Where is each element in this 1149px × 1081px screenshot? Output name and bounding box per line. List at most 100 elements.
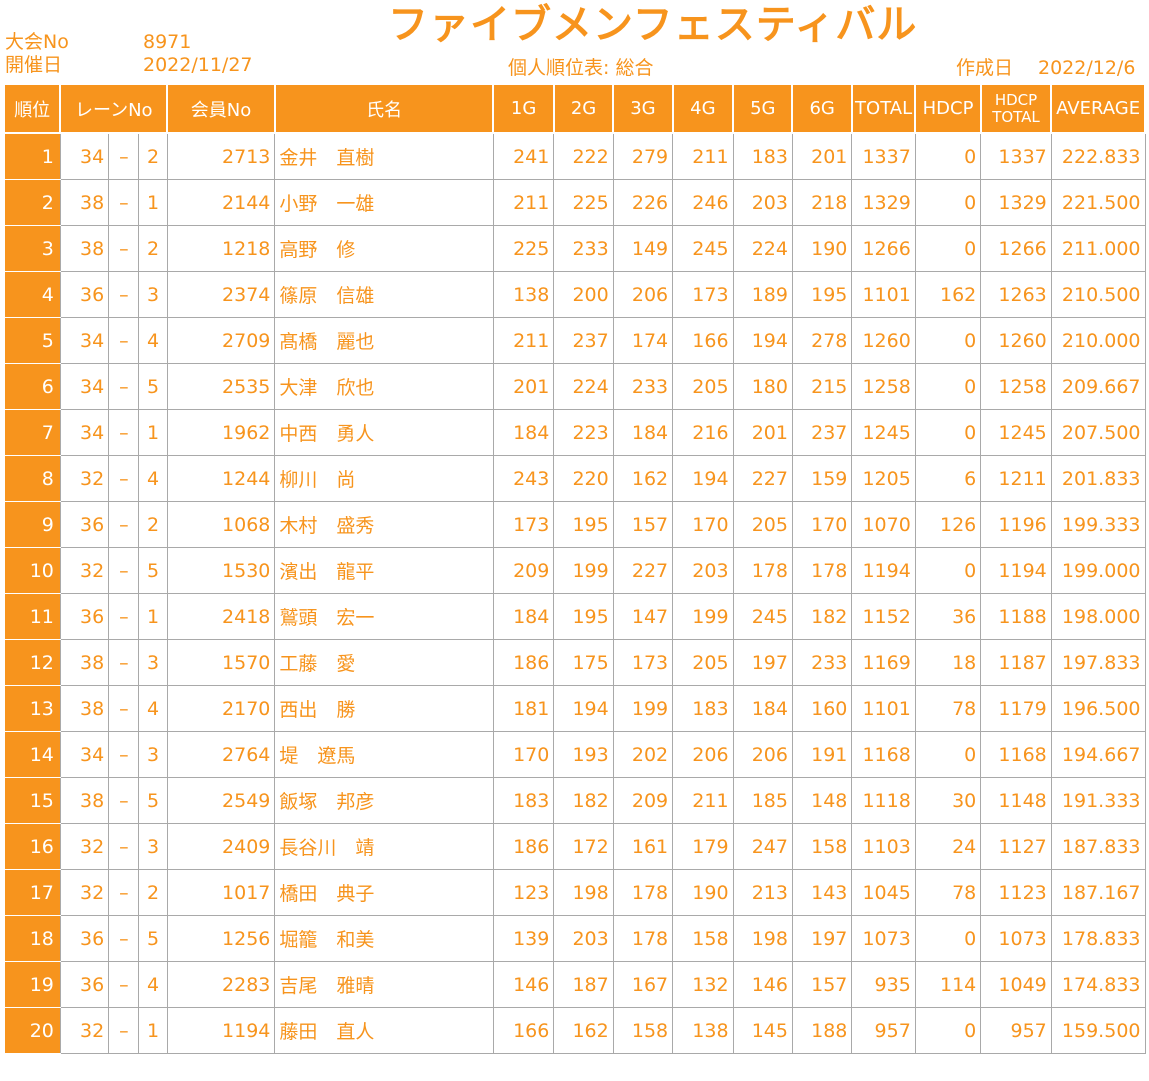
game5-cell: 213 (732, 869, 793, 916)
col-g4: 4G (671, 83, 735, 134)
name-cell: 髙橋 麗也 (274, 317, 494, 364)
game6-cell: 178 (791, 547, 853, 594)
lane-cell: 36 (59, 501, 110, 548)
game5-cell: 201 (732, 409, 793, 456)
report-subtitle: 個人順位表: 総合 (508, 57, 654, 79)
game4-cell: 216 (672, 409, 734, 456)
game2-cell: 175 (553, 639, 614, 686)
table-row: 4 36–3 2374 篠原 信雄 138 200 206 173 189 195 1101 162 1… (3, 271, 1146, 318)
table-row: 2 38–1 2144 小野 一雄 211 225 226 246 203 218 1329 0 132… (3, 179, 1146, 226)
table-row: 7 34–1 1962 中西 勇人 184 223 184 216 201 237 1245 0 124… (3, 409, 1146, 456)
rank-cell: 11 (3, 593, 61, 640)
total-cell: 935 (851, 961, 916, 1008)
average-cell: 159.500 (1050, 1007, 1146, 1054)
hdcp-total-cell: 1258 (980, 363, 1052, 410)
game1-cell: 186 (492, 823, 555, 870)
hdcp-total-cell: 1127 (980, 823, 1052, 870)
game1-cell: 173 (492, 501, 555, 548)
name-cell: 橋田 典子 (274, 869, 494, 916)
table-row: 20 32–1 1194 藤田 直人 166 162 158 138 145 188 957 0 957… (3, 1007, 1146, 1054)
game6-cell: 218 (791, 179, 853, 226)
total-cell: 1337 (851, 132, 916, 180)
total-cell: 1194 (851, 547, 916, 594)
game5-cell: 180 (732, 363, 793, 410)
game3-cell: 157 (612, 501, 674, 548)
game1-cell: 186 (492, 639, 555, 686)
average-cell: 187.167 (1050, 869, 1146, 916)
dash-cell: – (108, 409, 140, 456)
lane-cell: 36 (59, 593, 110, 640)
hdcp-cell: 18 (914, 639, 982, 686)
game1-cell: 166 (492, 1007, 555, 1054)
name-cell: 高野 修 (274, 225, 494, 272)
name-cell: 西出 勝 (274, 685, 494, 732)
rank-cell: 5 (3, 317, 61, 364)
game3-cell: 202 (612, 731, 674, 778)
game5-cell: 183 (732, 132, 793, 180)
dash-cell: – (108, 823, 140, 870)
game5-cell: 224 (732, 225, 793, 272)
hdcp-total-cell: 1266 (980, 225, 1052, 272)
game6-cell: 148 (791, 777, 853, 824)
game3-cell: 174 (612, 317, 674, 364)
game4-cell: 166 (672, 317, 734, 364)
game4-cell: 132 (672, 961, 734, 1008)
average-cell: 210.500 (1050, 271, 1146, 318)
average-cell: 209.667 (1050, 363, 1146, 410)
hdcp-total-cell: 957 (980, 1007, 1052, 1054)
total-cell: 1245 (851, 409, 916, 456)
dash-cell: – (108, 593, 140, 640)
member-no-cell: 2549 (166, 777, 276, 824)
member-no-cell: 1570 (166, 639, 276, 686)
hdcp-total-cell: 1194 (980, 547, 1052, 594)
game1-cell: 183 (492, 777, 555, 824)
game4-cell: 173 (672, 271, 734, 318)
game3-cell: 178 (612, 915, 674, 962)
table-row: 9 36–2 1068 木村 盛秀 173 195 157 170 205 170 1070 126 1… (3, 501, 1146, 548)
game2-cell: 194 (553, 685, 614, 732)
game4-cell: 179 (672, 823, 734, 870)
hdcp-cell: 0 (914, 132, 982, 180)
col-g5: 5G (732, 83, 794, 134)
col-hdcp-total-line1: HDCP (994, 90, 1038, 109)
game3-cell: 147 (612, 593, 674, 640)
table-row: 16 32–3 2409 長谷川 靖 186 172 161 179 247 158 1103 24 1… (3, 823, 1146, 870)
total-cell: 1266 (851, 225, 916, 272)
game5-cell: 184 (732, 685, 793, 732)
game2-cell: 172 (553, 823, 614, 870)
lane-cell: 36 (59, 961, 110, 1008)
tournament-no-label: 大会No (5, 31, 69, 53)
game6-cell: 170 (791, 501, 853, 548)
game1-cell: 241 (492, 132, 555, 180)
game5-cell: 146 (732, 961, 793, 1008)
game1-cell: 184 (492, 593, 555, 640)
game1-cell: 138 (492, 271, 555, 318)
game2-cell: 195 (553, 501, 614, 548)
col-average: AVERAGE (1050, 83, 1146, 134)
game3-cell: 199 (612, 685, 674, 732)
lane-position-cell: 3 (138, 823, 168, 870)
hdcp-cell: 36 (914, 593, 982, 640)
game4-cell: 206 (672, 731, 734, 778)
col-hdcp-total-line2: TOTAL (992, 107, 1040, 126)
game4-cell: 183 (672, 685, 734, 732)
hdcp-cell: 30 (914, 777, 982, 824)
game3-cell: 178 (612, 869, 674, 916)
name-cell: 大津 欣也 (274, 363, 494, 410)
game3-cell: 227 (612, 547, 674, 594)
rank-cell: 9 (3, 501, 61, 548)
game6-cell: 188 (791, 1007, 853, 1054)
table-row: 8 32–4 1244 柳川 尚 243 220 162 194 227 159 1205 6 1211… (3, 455, 1146, 502)
game2-cell: 233 (553, 225, 614, 272)
game2-cell: 198 (553, 869, 614, 916)
game3-cell: 161 (612, 823, 674, 870)
rank-cell: 7 (3, 409, 61, 456)
game6-cell: 191 (791, 731, 853, 778)
dash-cell: – (108, 547, 140, 594)
dash-cell: – (108, 225, 140, 272)
lane-position-cell: 3 (138, 731, 168, 778)
hdcp-total-cell: 1260 (980, 317, 1052, 364)
dash-cell: – (108, 501, 140, 548)
dash-cell: – (108, 869, 140, 916)
hdcp-total-cell: 1123 (980, 869, 1052, 916)
